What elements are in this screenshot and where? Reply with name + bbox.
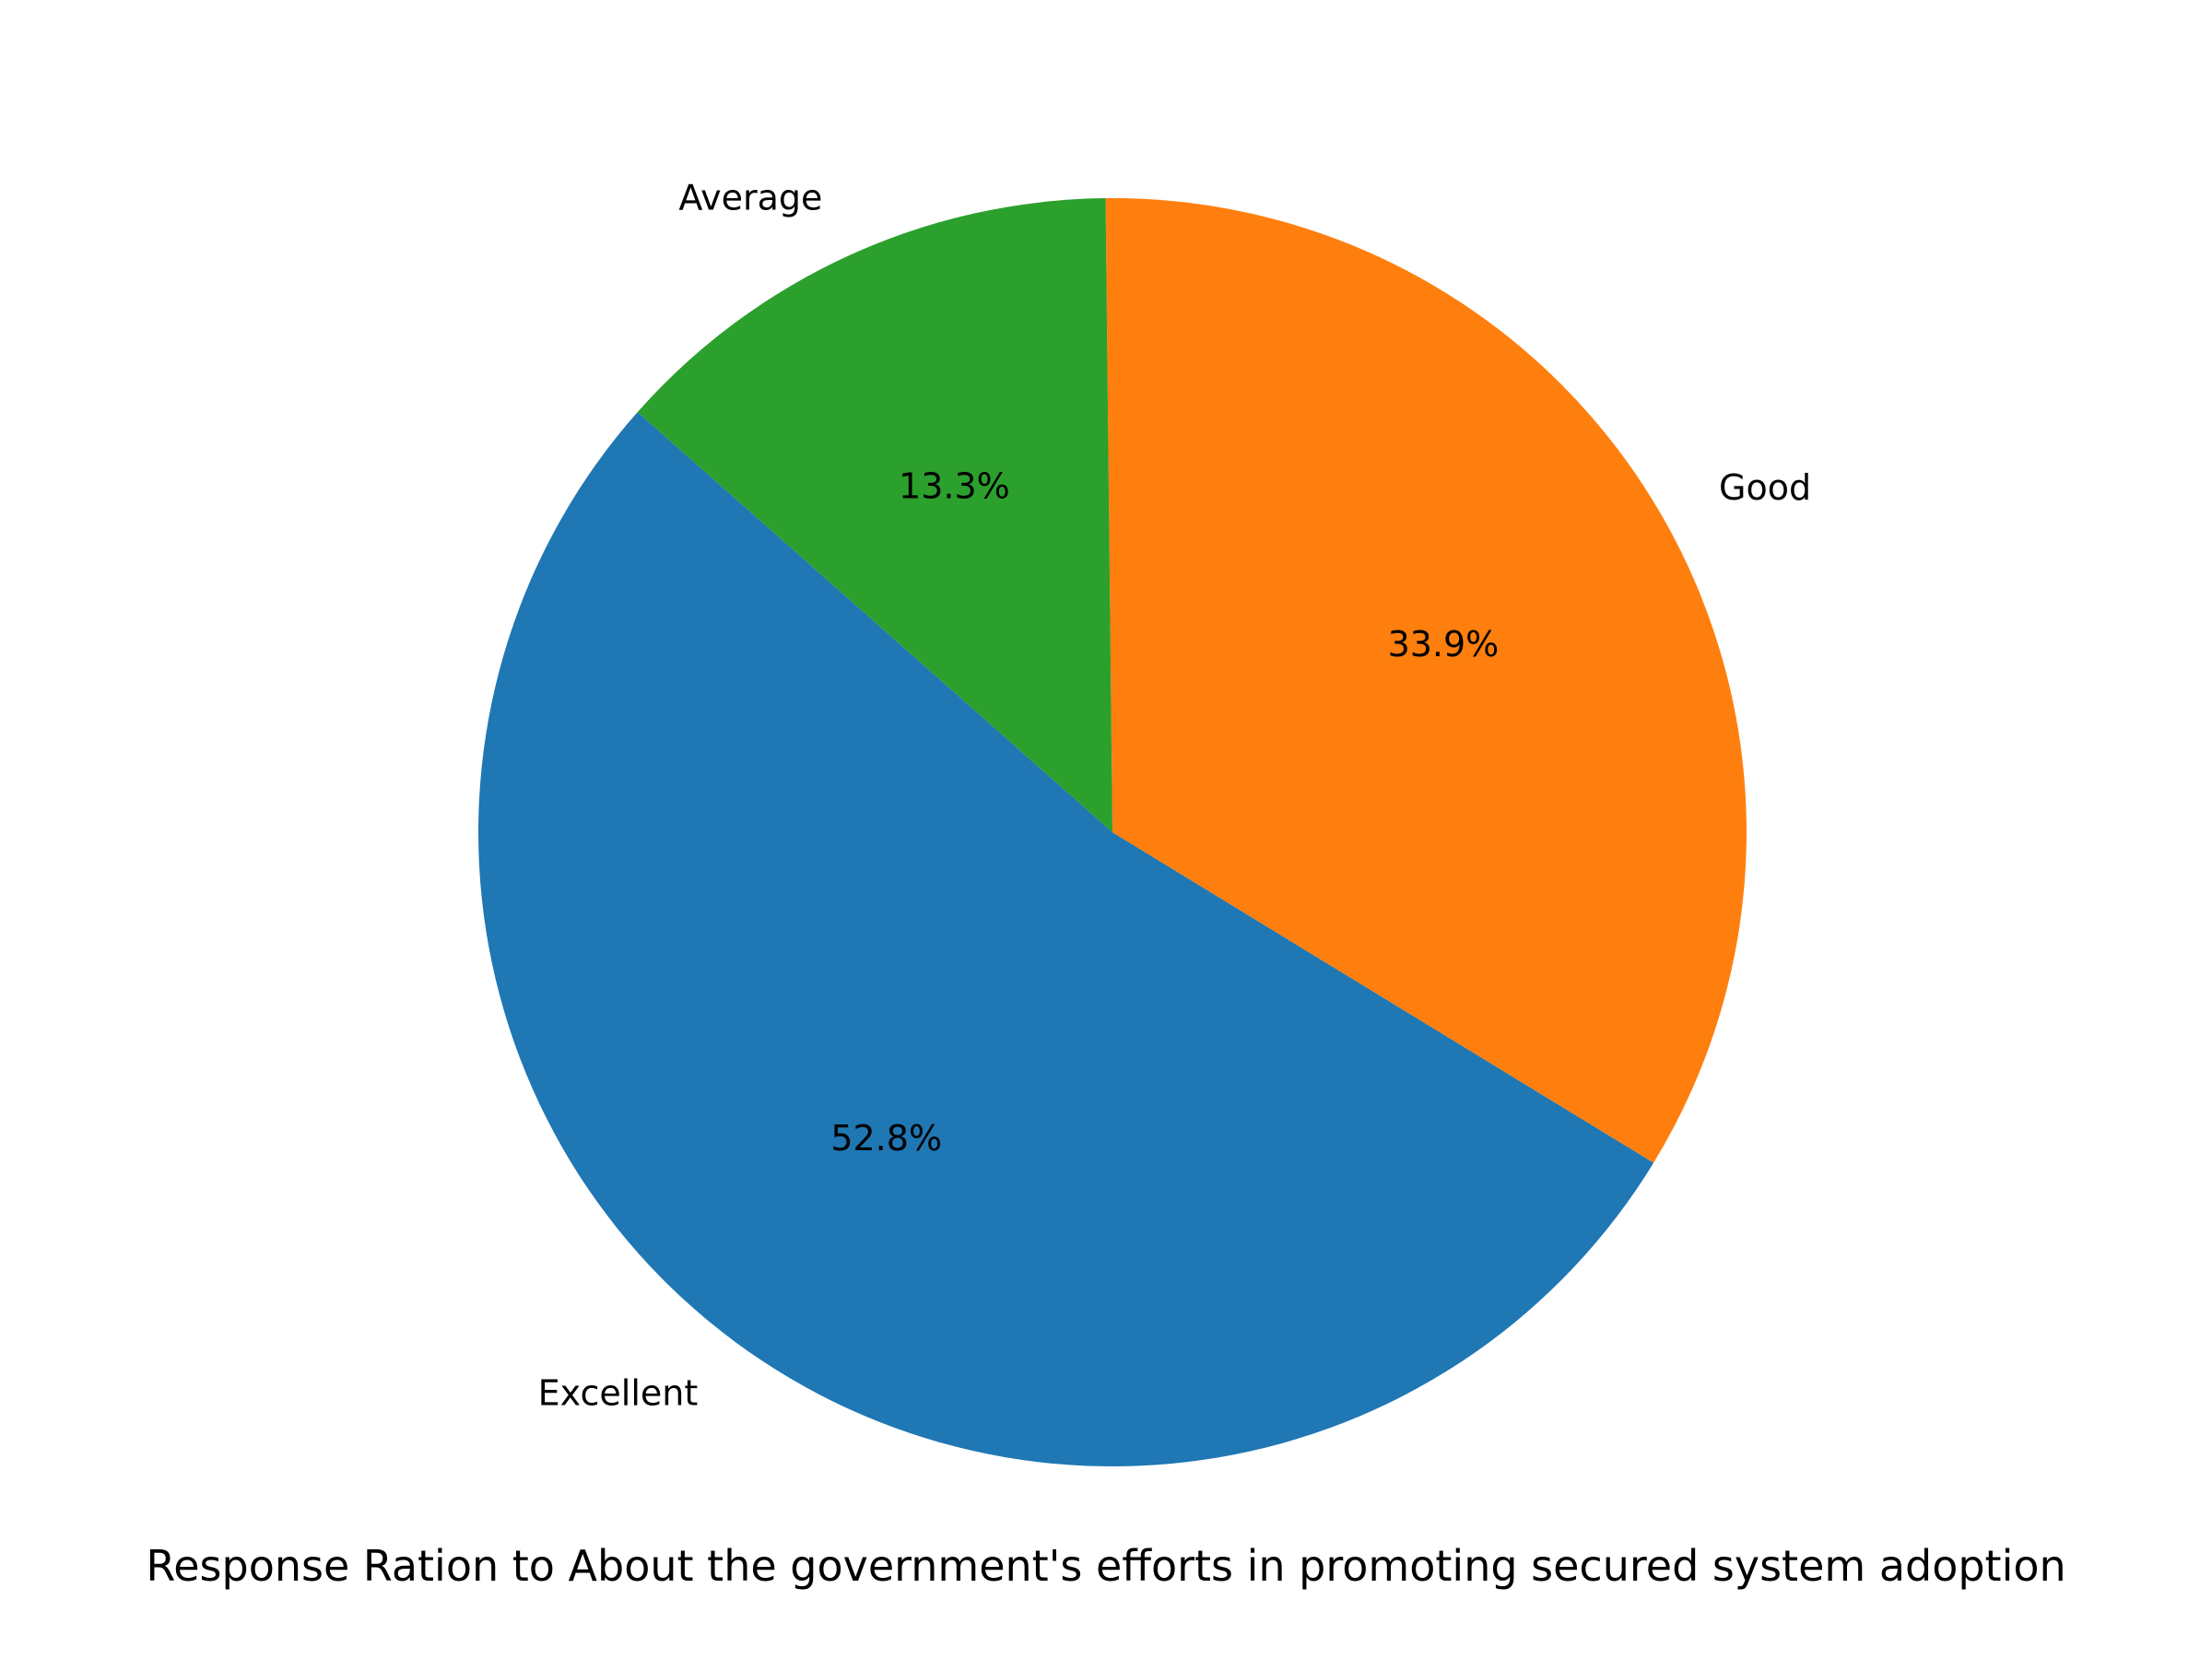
pie-slice-good [1105,198,1747,1163]
pie-slice-excellent [478,412,1654,1466]
chart-title: Response Ration to About the government'… [146,1541,2066,1591]
slice-label-good: Good [1719,467,1811,508]
slice-percent-excellent: 52.8% [830,1118,942,1159]
slice-percent-average: 13.3% [899,466,1010,507]
slice-label-excellent: Excellent [538,1373,699,1414]
slice-label-average: Average [678,178,822,218]
slice-percent-good: 33.9% [1388,624,1500,665]
pie-slice-average [637,198,1112,832]
